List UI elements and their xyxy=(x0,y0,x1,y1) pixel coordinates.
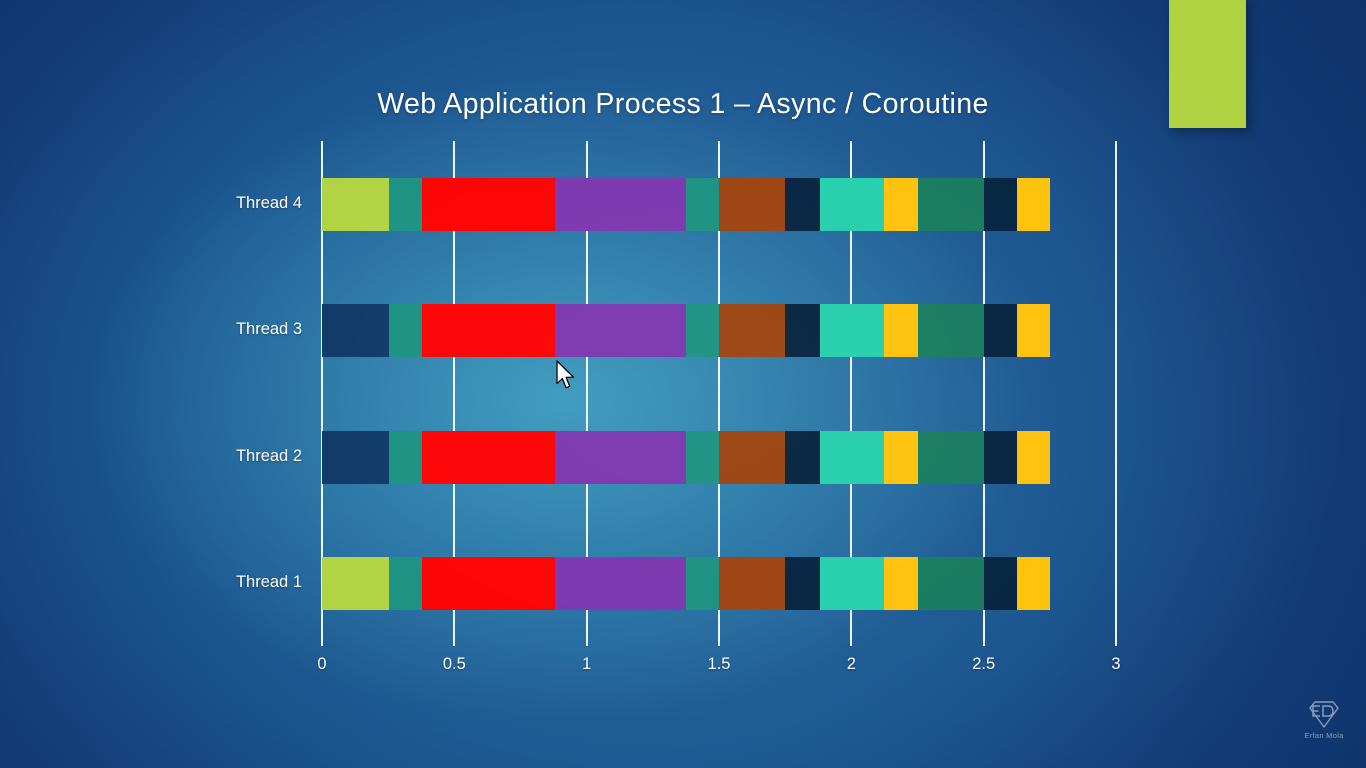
bar-segment xyxy=(422,304,555,357)
bar-segment xyxy=(719,304,786,357)
bar-segment xyxy=(554,304,686,357)
x-tick-label: 2 xyxy=(846,655,856,673)
bar-segment xyxy=(554,557,686,610)
bar-segment xyxy=(388,178,423,231)
bar-segment xyxy=(884,178,919,231)
x-tick-label: 1 xyxy=(582,655,592,673)
bar-segment xyxy=(820,557,885,610)
bar-row xyxy=(322,431,1116,484)
bar-segment xyxy=(322,431,389,484)
accent-block-decoration xyxy=(1169,0,1246,128)
x-tick-label: 0.5 xyxy=(442,655,466,673)
bar-row xyxy=(322,178,1116,231)
bar-segment xyxy=(1017,178,1051,231)
bar-segment xyxy=(1017,431,1051,484)
category-label: Thread 4 xyxy=(235,194,302,212)
category-label: Thread 2 xyxy=(235,447,302,465)
bar-segment xyxy=(983,178,1017,231)
gridline xyxy=(982,141,985,646)
bar-segment xyxy=(322,304,389,357)
bar-segment xyxy=(422,431,555,484)
gridline xyxy=(585,141,588,646)
bar-segment xyxy=(983,557,1017,610)
gridline xyxy=(850,141,853,646)
bar-segment xyxy=(1017,557,1051,610)
bar-segment xyxy=(884,431,919,484)
bar-segment xyxy=(322,178,389,231)
bar-row xyxy=(322,557,1116,610)
bar-segment xyxy=(422,178,555,231)
bar-segment xyxy=(820,431,885,484)
watermark: Erfan Mola xyxy=(1292,700,1356,740)
bar-segment xyxy=(685,304,719,357)
bar-segment xyxy=(820,178,885,231)
bar-segment xyxy=(719,431,786,484)
bar-segment xyxy=(685,557,719,610)
bar-segment xyxy=(1017,304,1051,357)
x-tick-label: 3 xyxy=(1111,655,1121,673)
bar-segment xyxy=(820,304,885,357)
bar-segment xyxy=(388,557,423,610)
chart-plot-area xyxy=(321,141,1117,646)
gridline xyxy=(718,141,720,646)
bar-segment xyxy=(719,178,786,231)
x-tick-label: 1.5 xyxy=(707,655,731,673)
bar-segment xyxy=(388,304,423,357)
category-label: Thread 3 xyxy=(235,320,302,338)
bar-segment xyxy=(422,557,555,610)
bar-segment xyxy=(918,557,984,610)
x-tick-label: 0 xyxy=(317,655,327,673)
bar-segment xyxy=(554,431,686,484)
bar-segment xyxy=(918,431,984,484)
bar-segment xyxy=(719,557,786,610)
bar-segment xyxy=(554,178,686,231)
gridline xyxy=(1115,141,1117,646)
bar-segment xyxy=(785,304,821,357)
category-label: Thread 1 xyxy=(235,573,302,591)
gridline xyxy=(321,141,323,646)
em-diamond-logo-icon xyxy=(1309,701,1339,729)
bar-segment xyxy=(884,557,919,610)
bar-segment xyxy=(918,304,984,357)
bar-segment xyxy=(785,557,821,610)
category-axis: Thread 1 Thread 2 Thread 3 Thread 4 xyxy=(142,141,302,646)
bar-segment xyxy=(685,431,719,484)
x-tick-label: 2.5 xyxy=(972,655,996,673)
bar-segment xyxy=(918,178,984,231)
bar-segment xyxy=(785,431,821,484)
watermark-text: Erfan Mola xyxy=(1304,731,1344,740)
bar-segment xyxy=(322,557,389,610)
bar-row xyxy=(322,304,1116,357)
x-axis-tick-labels: 0 0.5 1 1.5 2 2.5 3 xyxy=(317,655,1120,685)
bar-segment xyxy=(884,304,919,357)
bar-segment xyxy=(983,304,1017,357)
gridline xyxy=(453,141,456,646)
bar-segment xyxy=(983,431,1017,484)
bar-segment xyxy=(785,178,821,231)
bar-segment xyxy=(685,178,719,231)
bar-segment xyxy=(388,431,423,484)
chart-title: Web Application Process 1 – Async / Coro… xyxy=(377,88,989,120)
